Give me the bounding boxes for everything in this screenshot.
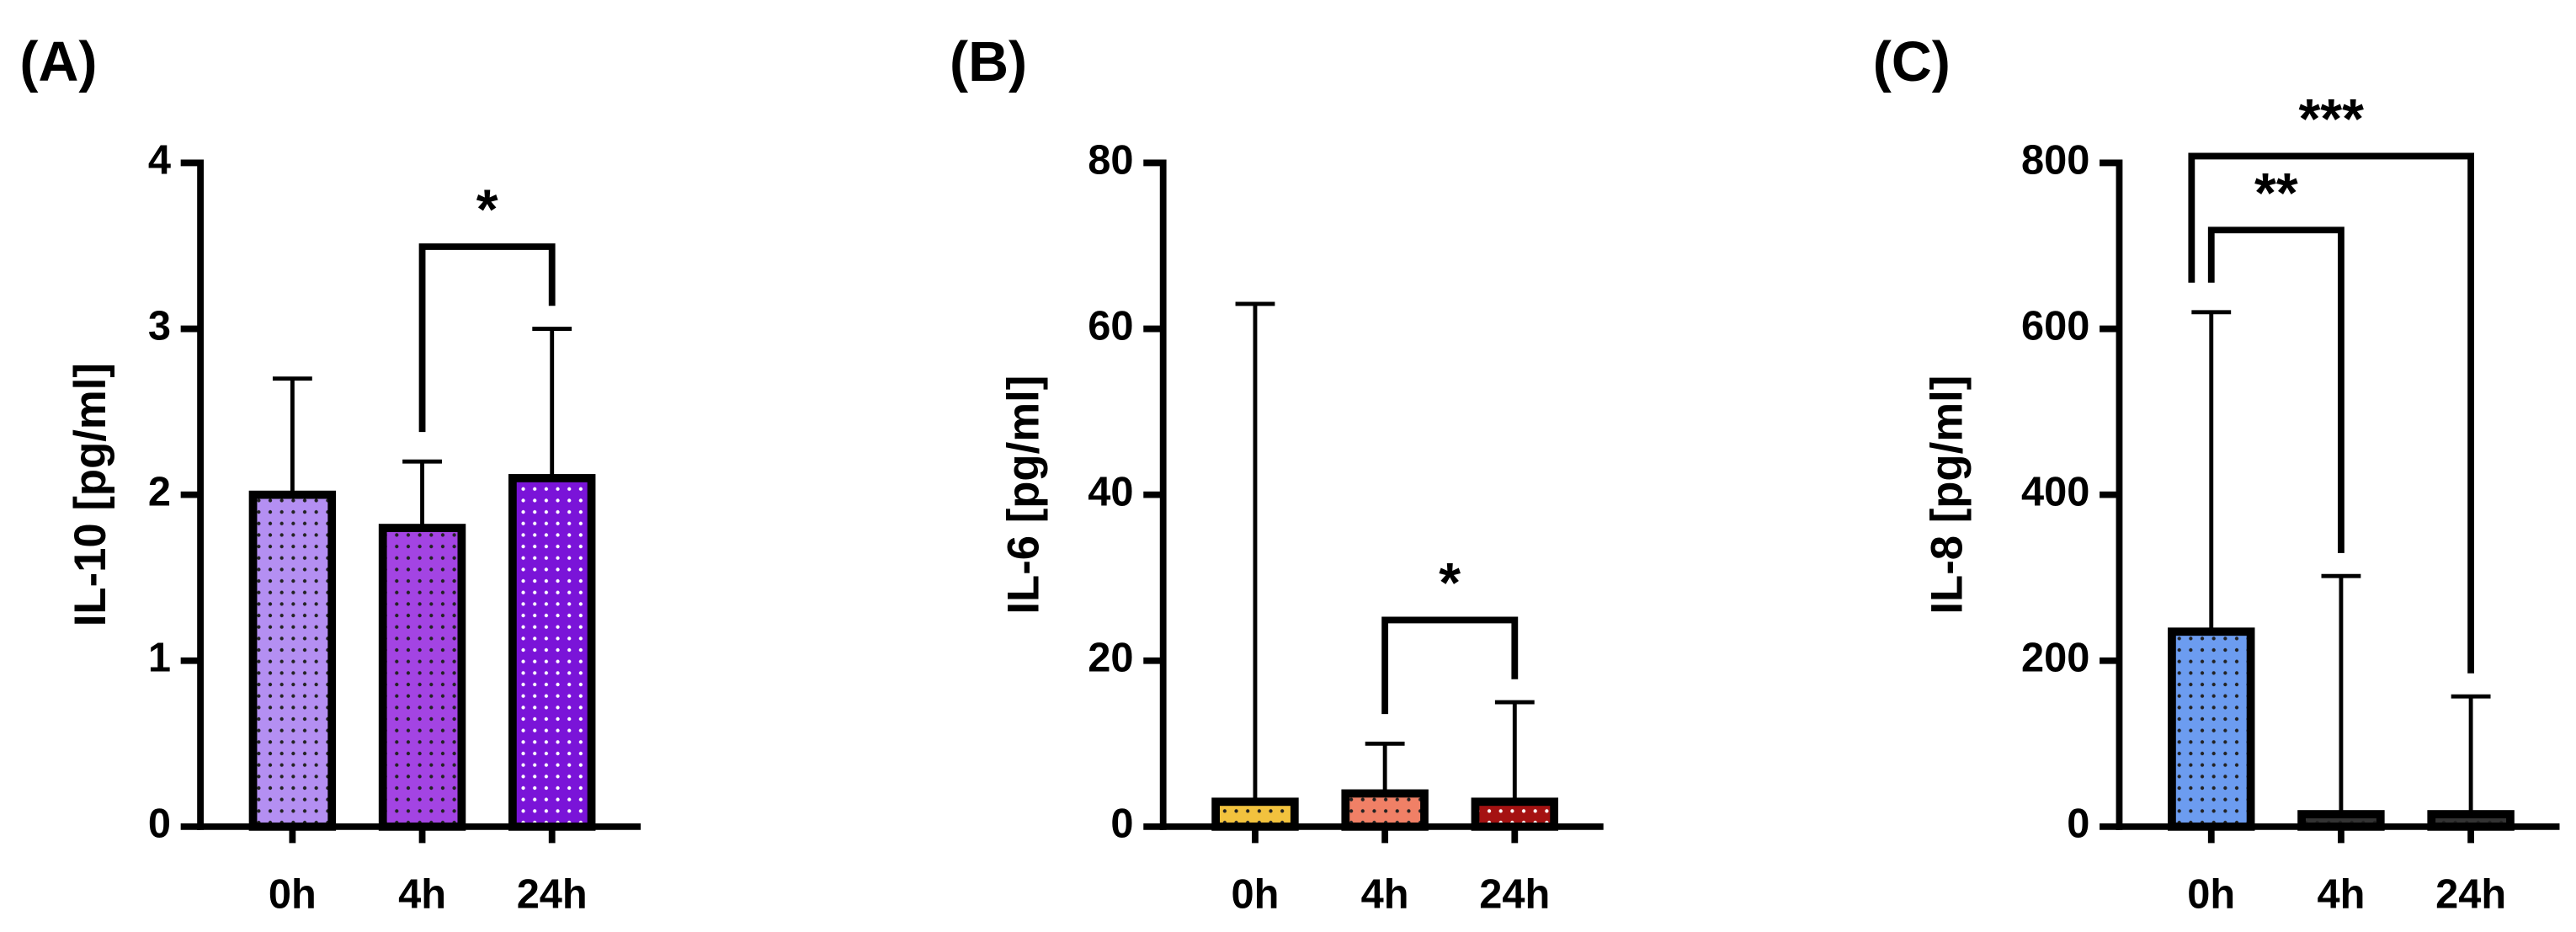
y-tick-label: 20 — [1088, 636, 1133, 681]
bar — [1341, 789, 1429, 831]
significance-label: * — [476, 178, 498, 241]
bar — [1471, 797, 1559, 831]
bar — [248, 490, 337, 831]
x-tick-label: 24h — [517, 872, 588, 918]
panel-label: (A) — [19, 31, 97, 93]
x-tick-label: 4h — [1361, 872, 1409, 918]
y-axis-label: IL-6 [pg/ml] — [999, 375, 1049, 615]
significance-bracket — [418, 243, 556, 433]
y-tick-label: 40 — [1088, 470, 1133, 515]
significance-bracket — [2188, 152, 2475, 674]
y-tick-label: 1 — [148, 636, 171, 681]
y-axis-label: IL-10 [pg/ml] — [66, 363, 115, 626]
significance-label: * — [1439, 552, 1461, 615]
bar — [1211, 797, 1299, 831]
y-tick-label: 3 — [148, 303, 171, 349]
bar — [378, 524, 466, 831]
y-tick-label: 0 — [2067, 802, 2089, 847]
panel-label: (B) — [950, 31, 1027, 93]
y-tick-label: 400 — [2021, 470, 2089, 515]
bar — [2168, 627, 2255, 831]
y-tick-label: 200 — [2021, 636, 2089, 681]
x-tick-label: 0h — [1232, 872, 1280, 918]
x-tick-label: 0h — [2187, 872, 2235, 918]
bar — [508, 474, 596, 831]
y-tick-label: 800 — [2021, 137, 2089, 183]
significance-label: *** — [2298, 88, 2364, 151]
y-tick-label: 80 — [1088, 137, 1133, 183]
y-tick-label: 2 — [148, 470, 171, 515]
y-axis-label: IL-8 [pg/ml] — [1922, 375, 1972, 615]
x-tick-label: 4h — [398, 872, 446, 918]
x-tick-label: 24h — [2435, 872, 2506, 918]
y-tick-label: 600 — [2021, 303, 2089, 349]
y-tick-label: 60 — [1088, 303, 1133, 349]
x-tick-label: 24h — [1479, 872, 1550, 918]
significance-bracket — [2207, 226, 2344, 553]
y-tick-label: 4 — [148, 137, 171, 183]
significance-bracket — [1381, 616, 1519, 715]
x-tick-label: 4h — [2317, 872, 2365, 918]
y-tick-label: 0 — [1110, 802, 1133, 847]
panel-label: (C) — [1873, 31, 1951, 93]
significance-label: ** — [2254, 162, 2298, 225]
y-tick-label: 0 — [148, 802, 171, 847]
x-tick-label: 0h — [269, 872, 317, 918]
